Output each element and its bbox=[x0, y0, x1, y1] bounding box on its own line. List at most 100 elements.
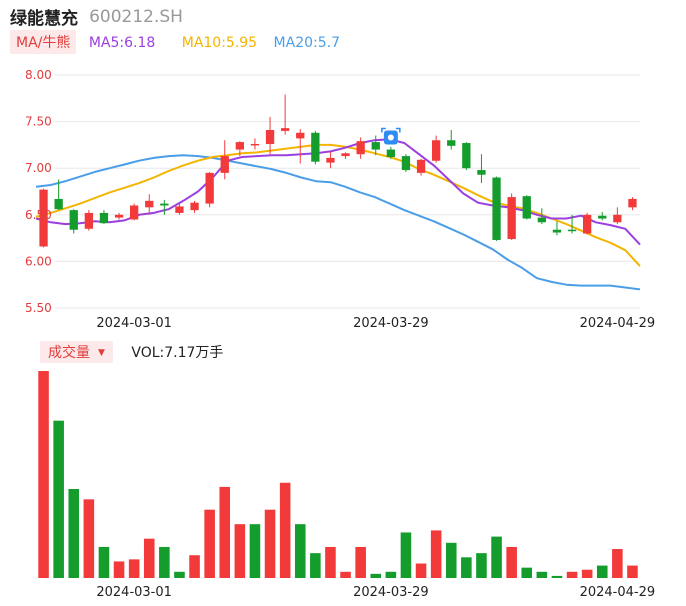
candle bbox=[447, 129, 456, 150]
candle-body bbox=[99, 212, 109, 224]
candlesticks bbox=[39, 94, 637, 248]
ma-legend: MA/牛熊 MA5:6.18 MA10:5.95 MA20:5.7 bbox=[10, 30, 340, 54]
candle-body bbox=[537, 217, 547, 223]
candle bbox=[613, 207, 622, 225]
x-tick-label: 2024-03-29 bbox=[353, 585, 429, 600]
volume-bar bbox=[325, 546, 336, 578]
volume-bar bbox=[355, 546, 366, 578]
volume-bar bbox=[189, 555, 200, 578]
volume-bar bbox=[491, 536, 502, 578]
candle bbox=[99, 210, 109, 225]
x-tick-label: 2024-03-01 bbox=[96, 316, 172, 331]
candle-body bbox=[628, 198, 637, 208]
candle bbox=[492, 176, 501, 241]
candle bbox=[537, 208, 547, 225]
candle bbox=[386, 146, 396, 159]
candle bbox=[250, 138, 260, 150]
candle-body bbox=[341, 153, 350, 157]
candle-body bbox=[235, 142, 245, 150]
candle-body bbox=[507, 197, 516, 240]
candle bbox=[552, 221, 562, 236]
candle bbox=[175, 202, 184, 215]
candle-body bbox=[462, 143, 471, 169]
ma10-value: MA10:5.95 bbox=[181, 35, 258, 51]
volume-bar bbox=[38, 371, 49, 578]
candle-body bbox=[492, 177, 501, 240]
candle bbox=[582, 212, 592, 235]
candle-body bbox=[69, 210, 78, 230]
volume-bar bbox=[204, 509, 215, 578]
candle-body bbox=[356, 141, 365, 155]
volume-bar bbox=[68, 488, 80, 578]
volume-bar bbox=[340, 571, 351, 578]
candle bbox=[326, 151, 335, 169]
x-tick-label: 2024-03-01 bbox=[96, 585, 172, 600]
candle bbox=[507, 193, 516, 240]
volume-bar bbox=[159, 546, 170, 578]
candle-body bbox=[129, 205, 139, 220]
candle-body bbox=[54, 198, 63, 210]
candle-body bbox=[160, 203, 169, 206]
volume-button-label: 成交量 bbox=[48, 345, 90, 361]
volume-bar bbox=[612, 549, 623, 578]
candle-body bbox=[250, 143, 260, 146]
ma-indicator-button[interactable]: MA/牛熊 bbox=[10, 30, 77, 54]
candle bbox=[205, 171, 214, 208]
volume-bar bbox=[264, 509, 276, 578]
candle-body bbox=[190, 202, 199, 211]
volume-bar bbox=[506, 546, 517, 578]
volume-bar bbox=[627, 565, 638, 578]
candle-body bbox=[296, 132, 305, 139]
volume-indicator-button[interactable]: 成交量 ▼ bbox=[40, 341, 113, 363]
y-tick-label: 7.50 bbox=[25, 115, 52, 129]
candle bbox=[114, 212, 124, 220]
y-tick-label: 8.00 bbox=[25, 68, 52, 82]
candle bbox=[265, 116, 275, 155]
candle bbox=[416, 158, 426, 176]
candle bbox=[160, 199, 169, 215]
volume-bar bbox=[143, 538, 155, 578]
volume-bar bbox=[83, 499, 95, 578]
candle-body bbox=[431, 140, 441, 161]
volume-bars bbox=[38, 371, 638, 578]
stock-code: 600212.SH bbox=[89, 6, 183, 27]
volume-bar bbox=[415, 563, 427, 578]
candle-body bbox=[447, 140, 456, 146]
volume-bar bbox=[310, 553, 321, 578]
volume-bar bbox=[521, 567, 533, 578]
volume-bar bbox=[249, 524, 261, 578]
volume-legend: 成交量 ▼ VOL:7.17万手 bbox=[40, 341, 224, 363]
candle-body bbox=[84, 212, 94, 229]
candle bbox=[280, 94, 290, 135]
y-tick-label: 5.50 bbox=[25, 301, 52, 315]
candle-body bbox=[416, 159, 426, 173]
candle-body bbox=[280, 128, 290, 131]
volume-bar bbox=[551, 575, 563, 578]
candle-body bbox=[145, 200, 154, 208]
y-tick-label: 6.00 bbox=[25, 254, 52, 268]
x-tick-label: 2024-04-29 bbox=[580, 316, 656, 331]
volume-bar bbox=[596, 565, 608, 578]
price-grid bbox=[55, 74, 640, 309]
candle bbox=[69, 209, 78, 234]
volume-bar bbox=[128, 559, 140, 578]
volume-bar bbox=[400, 532, 412, 578]
candle bbox=[145, 194, 154, 215]
volume-bar bbox=[294, 524, 306, 578]
candle bbox=[54, 179, 63, 211]
volume-bar bbox=[234, 524, 246, 578]
candle-body bbox=[114, 214, 124, 218]
candle bbox=[84, 210, 94, 231]
volume-bar bbox=[445, 542, 457, 578]
stock-name: 绿能慧充 bbox=[10, 9, 78, 29]
volume-value: VOL:7.17万手 bbox=[131, 345, 224, 361]
candle bbox=[296, 129, 305, 164]
volume-bar bbox=[53, 420, 64, 578]
candle-body bbox=[552, 229, 562, 233]
candle-body bbox=[522, 196, 531, 219]
candle bbox=[628, 197, 637, 211]
ma10-line bbox=[35, 143, 641, 267]
candle-body bbox=[386, 149, 396, 158]
candle bbox=[462, 142, 471, 171]
signal-badge-icon[interactable] bbox=[381, 127, 401, 145]
